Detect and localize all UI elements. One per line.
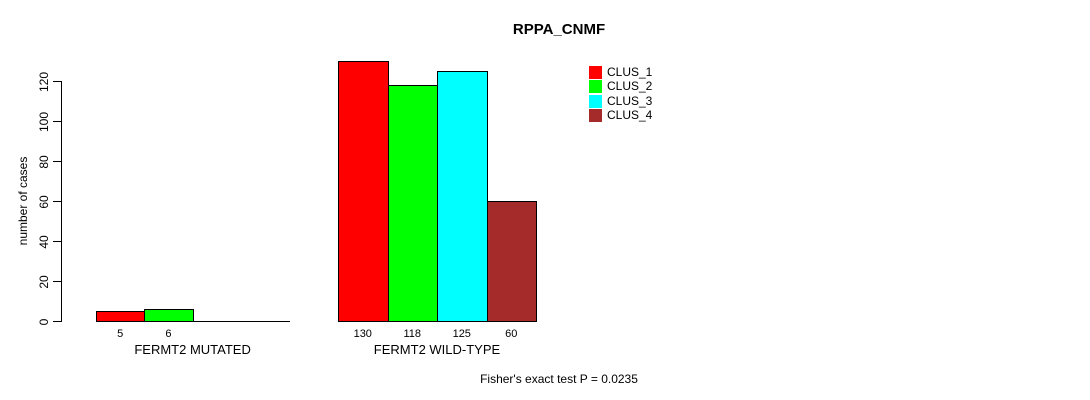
legend-label: CLUS_1 [607, 65, 653, 79]
legend-swatch-clus_1 [589, 66, 602, 79]
bar-value-label: 6 [165, 328, 172, 340]
zero-height-bar [240, 321, 291, 322]
bar-clus_1 [96, 311, 146, 322]
bar-value-label: 130 [353, 328, 372, 340]
bar-clus_2 [387, 85, 438, 322]
zero-height-bar [192, 321, 242, 322]
legend-row: CLUS_2 [589, 79, 653, 94]
bar-value-label: 5 [117, 328, 124, 340]
y-axis-tick-label: 0 [37, 318, 51, 325]
y-axis-tick-label: 100 [37, 111, 51, 132]
legend-swatch-clus_4 [589, 109, 602, 123]
legend-row: CLUS_3 [589, 93, 653, 108]
y-axis-tick [53, 121, 61, 122]
bar-value-label: 125 [452, 328, 471, 340]
legend-row: CLUS_1 [589, 66, 652, 79]
y-axis-tick [53, 201, 61, 202]
bar-clus_1 [338, 61, 389, 322]
y-axis-tick-label: 120 [37, 71, 51, 92]
legend: CLUS_1 CLUS_2 CLUS_3 CLUS_4 [589, 66, 652, 124]
x-axis-group-label: FERMT2 MUTATED [134, 342, 251, 357]
legend-swatch-clus_2 [589, 80, 602, 94]
chart-title: RPPA_CNMF [512, 21, 606, 38]
legend-label: CLUS_3 [607, 93, 653, 108]
y-axis-tick [53, 321, 61, 322]
y-axis-tick [53, 161, 61, 162]
y-axis-tick-label: 80 [37, 154, 51, 169]
bar-clus_4 [486, 201, 537, 322]
x-axis-group-label: FERMT2 WILD-TYPE [373, 342, 501, 357]
y-axis-tick-label: 20 [37, 274, 51, 289]
legend-label: CLUS_2 [607, 79, 653, 94]
legend-label: CLUS_4 [607, 108, 653, 123]
bar-clus_2 [144, 309, 194, 322]
y-axis-tick [53, 281, 61, 282]
y-axis-tick-label: 60 [37, 194, 51, 209]
y-axis-tick [53, 241, 61, 242]
legend-swatch-clus_3 [589, 94, 602, 108]
bar-value-label: 60 [505, 328, 518, 340]
y-axis-tick [53, 81, 61, 82]
y-axis-tick-label: 40 [37, 234, 51, 249]
bar-value-label: 118 [403, 328, 422, 340]
y-axis-line [61, 81, 62, 322]
bar-clus_3 [437, 71, 488, 322]
y-axis-label: number of cases [16, 156, 30, 246]
fisher-test-annotation: Fisher's exact test P = 0.0235 [480, 372, 638, 386]
legend-row: CLUS_4 [589, 108, 653, 123]
